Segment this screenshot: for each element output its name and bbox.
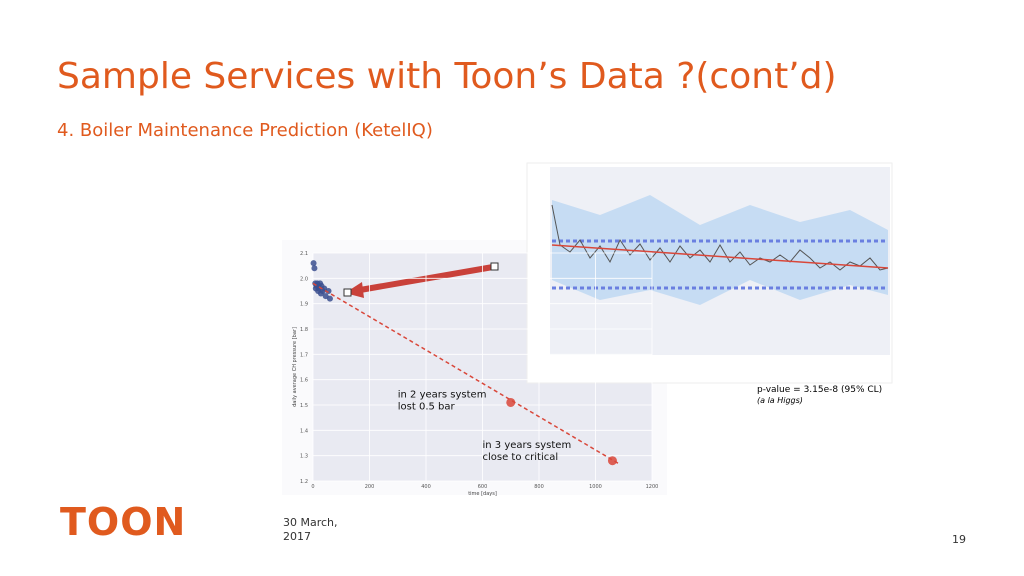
point bbox=[326, 295, 333, 302]
y-tick-label: 1.3 bbox=[300, 454, 308, 460]
x-tick-label: 800 bbox=[534, 484, 544, 490]
y-tick-label: 1.7 bbox=[300, 352, 308, 358]
slide-subtitle: 4. Boiler Maintenance Prediction (KetelI… bbox=[57, 120, 433, 141]
annotation: in 3 years system close to critical bbox=[483, 440, 572, 463]
marker bbox=[343, 288, 352, 297]
y-tick-label: 1.5 bbox=[300, 403, 308, 409]
slide-title: Sample Services with Toon’s Data ?(cont’… bbox=[57, 56, 837, 97]
inset-band bbox=[552, 195, 888, 305]
y-tick-label: 2.0 bbox=[300, 276, 308, 282]
inset-stat: p-value = 3.15e-8 (95% CL) bbox=[757, 385, 882, 395]
y-tick-label: 1.4 bbox=[300, 428, 308, 434]
x-tick-label: 600 bbox=[478, 484, 488, 490]
y-tick-label: 1.8 bbox=[300, 327, 308, 333]
y-axis-label: daily average CH pressure [bar] bbox=[292, 327, 298, 407]
x-tick-label: 1200 bbox=[646, 484, 659, 490]
x-tick-label: 0 bbox=[311, 484, 314, 490]
y-tick-label: 1.6 bbox=[300, 378, 308, 384]
point bbox=[310, 260, 317, 267]
point bbox=[311, 265, 318, 272]
x-tick-label: 1000 bbox=[589, 484, 602, 490]
trend-line bbox=[312, 282, 619, 464]
inset-note: (a la Higgs) bbox=[757, 396, 803, 405]
logo: TOON bbox=[60, 500, 187, 544]
marker bbox=[490, 262, 499, 271]
x-tick-label: 200 bbox=[365, 484, 375, 490]
annotation: in 2 years system lost 0.5 bar bbox=[398, 389, 487, 412]
page-number: 19 bbox=[952, 533, 966, 546]
date: 30 March, 2017 bbox=[283, 516, 338, 543]
y-tick-label: 1.2 bbox=[300, 479, 308, 485]
point bbox=[506, 397, 516, 407]
y-tick-label: 2.1 bbox=[300, 251, 308, 257]
x-axis-label: time [days] bbox=[468, 491, 497, 497]
y-tick-label: 1.9 bbox=[300, 302, 308, 308]
inset-chart: p-value = 3.15e-8 (95% CL) (a la Higgs) bbox=[526, 162, 893, 405]
x-tick-label: 400 bbox=[421, 484, 431, 490]
inset-trend bbox=[551, 244, 889, 269]
